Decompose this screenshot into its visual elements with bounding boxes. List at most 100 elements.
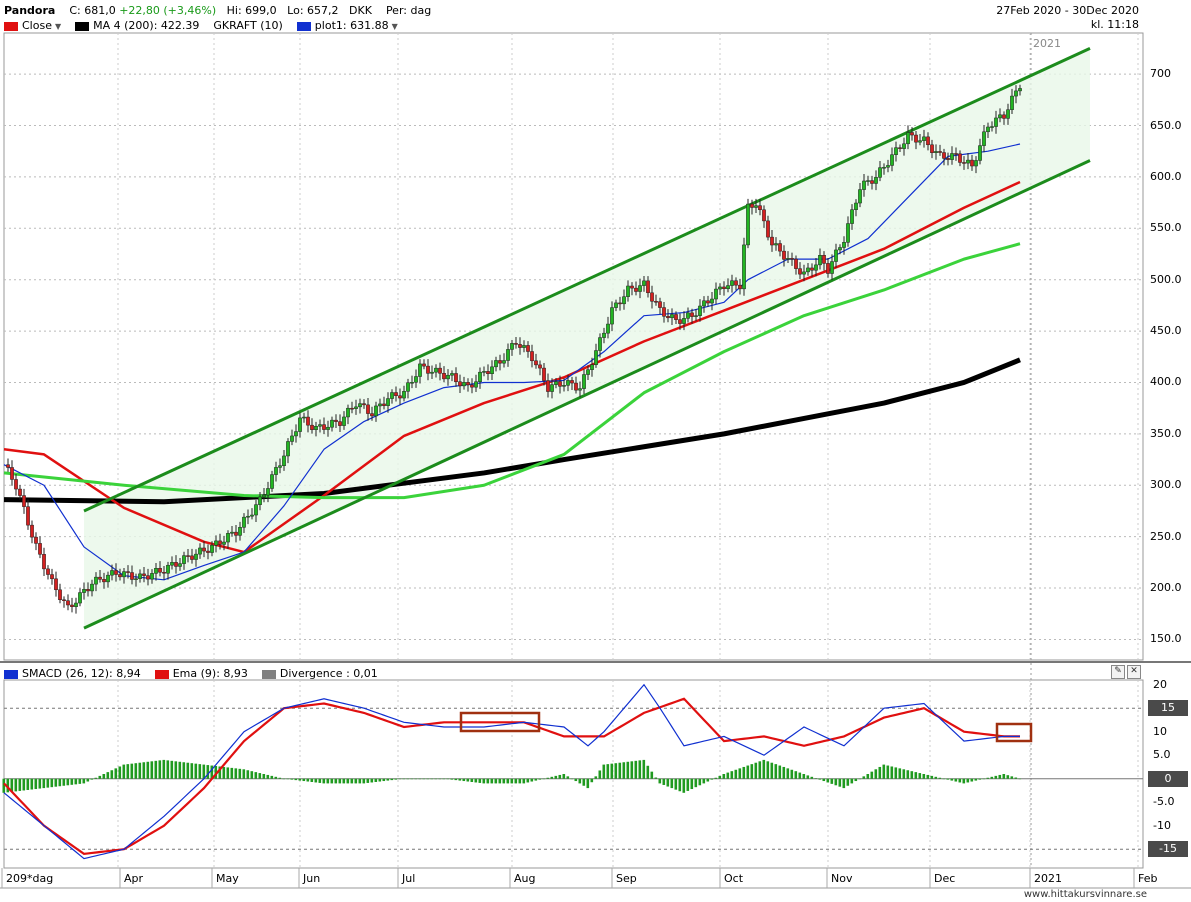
candle-body [414,376,418,383]
candle-body [726,285,730,289]
histogram-bar [610,763,614,779]
histogram-bar [162,759,166,779]
histogram-bar [206,765,210,779]
y-tick-label: 250.0 [1150,529,1182,543]
date-range: 27Feb 2020 - 30Dec 2020 [996,4,1139,17]
candle-body [46,568,50,575]
candle-body [786,258,790,260]
candle-body [834,249,838,262]
candle-body [338,421,342,426]
histogram-bar [218,766,222,779]
candle-body [746,203,750,246]
candle-body [130,572,134,580]
candle-body [38,543,42,555]
candle-body [82,589,86,593]
histogram-bar [722,774,726,779]
legend-item-divergence[interactable]: Divergence : 0,01 [261,667,378,680]
candle-body [490,366,494,374]
histogram-bar [366,778,370,783]
close-icon[interactable]: ✕ [1127,665,1141,679]
smacd-swatch-icon [4,669,18,679]
histogram-bar [102,774,106,779]
legend-label: Ema (9): 8,93 [172,667,248,680]
histogram-bar [682,778,686,793]
candle-body [318,424,322,427]
candle-body [694,315,698,317]
candle-body [574,382,578,391]
candle-body [978,145,982,161]
wrench-icon[interactable]: ✎ [1111,665,1125,679]
candle-body [606,323,610,334]
x-tick-label: 2021 [1034,872,1062,885]
histogram-bar [266,774,270,779]
histogram-bar [518,778,522,784]
histogram-bar [34,778,38,790]
histogram-bar [726,772,730,779]
candle-body [358,403,362,408]
candle-body [134,578,138,580]
x-tick-label: Sep [616,872,637,885]
candle-body [510,343,514,350]
candle-body [102,579,106,583]
histogram-bar [142,762,146,779]
histogram-bar [798,772,802,779]
candle-body [658,301,662,308]
legend-item-plot1[interactable]: plot1: 631.88 ▼ [296,19,398,32]
histogram-bar [790,769,794,779]
histogram-bar [866,774,870,779]
histogram-bar [666,778,670,787]
legend-item-smacd[interactable]: SMACD (26, 12): 8,94 [4,667,141,680]
candle-body [734,280,738,286]
histogram-bar [50,778,54,788]
histogram-bar [894,767,898,779]
candle-body [326,426,330,430]
legend-item-gkraft[interactable]: GKRAFT (10) [213,19,282,32]
histogram-bar [370,778,374,783]
candle-body [214,540,218,546]
histogram-bar [814,778,818,779]
histogram-bar [174,761,178,779]
histogram-bar [386,778,390,781]
y-tick-label: 350.0 [1150,426,1182,440]
candle-body [198,547,202,555]
macd-y-tick-label: 0 [1148,770,1188,787]
legend-item-ema[interactable]: Ema (9): 8,93 [154,667,248,680]
y-tick-label: 500.0 [1150,272,1182,286]
candle-body [334,419,338,422]
histogram-bar [342,778,346,784]
candle-body [698,305,702,316]
candle-body [762,209,766,222]
candle-body [190,555,194,560]
legend-item-close[interactable]: Close ▼ [4,19,61,32]
histogram-bar [30,778,34,790]
histogram-bar [478,778,482,783]
histogram-bar [818,778,822,780]
candle-body [538,364,542,369]
candle-body [542,367,546,381]
ema-swatch-icon [154,669,169,679]
histogram-bar [254,772,258,779]
histogram-bar [878,766,882,779]
histogram-bar [974,778,978,781]
candle-body [666,316,670,319]
histogram-bar [702,778,706,784]
histogram-bar [922,774,926,779]
histogram-bar [770,762,774,779]
histogram-bar [550,776,554,779]
candle-body [426,365,430,374]
histogram-bar [2,778,6,793]
candle-body [458,381,462,387]
legend-item-ma[interactable]: MA 4 (200): 422.39 [75,19,199,32]
candle-body [518,344,522,348]
candle-body [362,403,366,406]
histogram-bar [334,778,338,784]
histogram-bar [310,778,314,782]
histogram-bar [78,778,82,784]
candle-body [930,144,934,153]
histogram-bar [954,778,958,782]
histogram-bar [734,769,738,779]
candle-body [66,600,70,606]
candle-body [122,571,126,578]
histogram-bar [902,769,906,779]
histogram-bar [538,778,542,780]
